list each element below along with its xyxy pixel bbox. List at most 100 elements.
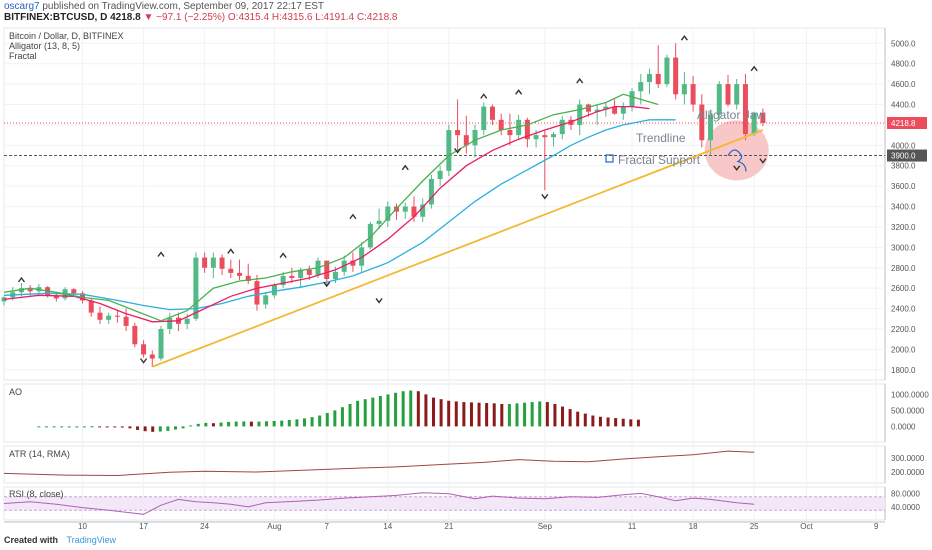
candle[interactable] bbox=[263, 292, 269, 309]
candle-body bbox=[760, 112, 766, 123]
ao-bar bbox=[614, 418, 618, 427]
fractal-up-marker bbox=[576, 77, 584, 84]
candle-body bbox=[551, 134, 557, 138]
candle[interactable] bbox=[690, 75, 696, 112]
ao-bar bbox=[545, 402, 549, 427]
candle[interactable] bbox=[123, 308, 129, 332]
candle[interactable] bbox=[507, 113, 513, 146]
candle-body bbox=[751, 112, 757, 135]
candle[interactable] bbox=[289, 267, 295, 284]
ao-bar bbox=[249, 421, 253, 427]
fractal-down-marker bbox=[140, 358, 148, 364]
candle[interactable] bbox=[245, 263, 251, 285]
pane-border bbox=[3, 383, 886, 443]
candle[interactable] bbox=[141, 340, 147, 358]
candle[interactable] bbox=[751, 111, 757, 137]
alligator-jaw-annotation: Alligator Jaw bbox=[697, 108, 765, 122]
candle[interactable] bbox=[455, 99, 461, 151]
price-change: ▼ −97.1 (−2.25%) bbox=[143, 12, 226, 23]
candle[interactable] bbox=[132, 322, 138, 348]
candle[interactable] bbox=[428, 174, 434, 209]
atr-title: ATR (14, RMA) bbox=[9, 449, 70, 459]
candle[interactable] bbox=[158, 325, 164, 361]
fractal-up-marker bbox=[17, 276, 26, 283]
candle[interactable] bbox=[742, 73, 748, 141]
candle[interactable] bbox=[193, 252, 199, 321]
candle-body bbox=[193, 257, 199, 319]
candle[interactable] bbox=[664, 54, 670, 88]
current-price-badge: 4218.8 bbox=[887, 117, 927, 130]
candle[interactable] bbox=[210, 252, 216, 278]
candle[interactable] bbox=[472, 124, 478, 158]
candle[interactable] bbox=[167, 312, 173, 335]
candle[interactable] bbox=[463, 115, 469, 154]
candle[interactable] bbox=[481, 102, 487, 136]
candle-body bbox=[673, 57, 679, 95]
candle[interactable] bbox=[681, 71, 687, 105]
candle[interactable] bbox=[175, 312, 181, 332]
candle[interactable] bbox=[446, 124, 452, 176]
ao-bar bbox=[386, 394, 390, 427]
candle[interactable] bbox=[577, 99, 583, 136]
candle[interactable] bbox=[420, 198, 426, 222]
candle[interactable] bbox=[219, 254, 225, 275]
candle[interactable] bbox=[760, 108, 766, 126]
candle[interactable] bbox=[594, 104, 600, 125]
ao-bar bbox=[394, 392, 398, 427]
candle-body bbox=[437, 170, 443, 180]
candle-body bbox=[228, 268, 234, 273]
created-with-text: Created with bbox=[4, 535, 59, 545]
ao-bar bbox=[113, 426, 117, 428]
candle[interactable] bbox=[376, 208, 382, 229]
candle[interactable] bbox=[498, 113, 504, 136]
candle[interactable] bbox=[228, 259, 234, 278]
candle[interactable] bbox=[708, 109, 714, 156]
candle[interactable] bbox=[516, 114, 522, 141]
candle[interactable] bbox=[489, 104, 495, 125]
ao-bar bbox=[477, 402, 481, 427]
candle[interactable] bbox=[385, 201, 391, 227]
trendline bbox=[151, 129, 764, 368]
candle[interactable] bbox=[71, 288, 77, 297]
candle[interactable] bbox=[734, 79, 740, 110]
ao-bar bbox=[356, 400, 360, 427]
candle[interactable] bbox=[367, 221, 373, 250]
candle[interactable] bbox=[716, 81, 722, 120]
candle[interactable] bbox=[655, 45, 661, 89]
rsi-tick-label: 40.0000 bbox=[891, 503, 920, 512]
candle[interactable] bbox=[237, 259, 243, 281]
candle[interactable] bbox=[1, 296, 7, 306]
ao-bar bbox=[265, 421, 269, 427]
ao-bar bbox=[158, 426, 162, 432]
candle[interactable] bbox=[524, 117, 530, 148]
candle[interactable] bbox=[114, 309, 120, 323]
candle[interactable] bbox=[254, 274, 260, 311]
candle[interactable] bbox=[559, 115, 565, 140]
candle-body bbox=[411, 206, 417, 217]
candle[interactable] bbox=[725, 74, 731, 107]
fractal-up-marker bbox=[515, 89, 523, 95]
tradingview-logo[interactable]: TradingView bbox=[66, 535, 117, 545]
author-link[interactable]: oscarg7 bbox=[4, 1, 40, 12]
candle[interactable] bbox=[402, 202, 408, 219]
ao-bar bbox=[629, 419, 633, 427]
candle[interactable] bbox=[673, 43, 679, 100]
candle[interactable] bbox=[437, 165, 443, 187]
candle[interactable] bbox=[551, 132, 557, 147]
candle[interactable] bbox=[298, 267, 304, 289]
candle[interactable] bbox=[646, 68, 652, 95]
candle[interactable] bbox=[629, 88, 635, 112]
candle-body bbox=[402, 206, 408, 212]
candle[interactable] bbox=[97, 306, 103, 324]
candle[interactable] bbox=[202, 252, 208, 273]
candle[interactable] bbox=[699, 94, 705, 148]
ao-tick-label: 1000.0000 bbox=[891, 390, 929, 399]
candle[interactable] bbox=[280, 271, 286, 289]
fractal-up-marker bbox=[401, 164, 409, 171]
candle[interactable] bbox=[106, 312, 112, 324]
ao-bar bbox=[523, 402, 527, 427]
candle[interactable] bbox=[620, 102, 626, 120]
ao-bar bbox=[606, 417, 610, 427]
candle[interactable] bbox=[149, 350, 155, 367]
